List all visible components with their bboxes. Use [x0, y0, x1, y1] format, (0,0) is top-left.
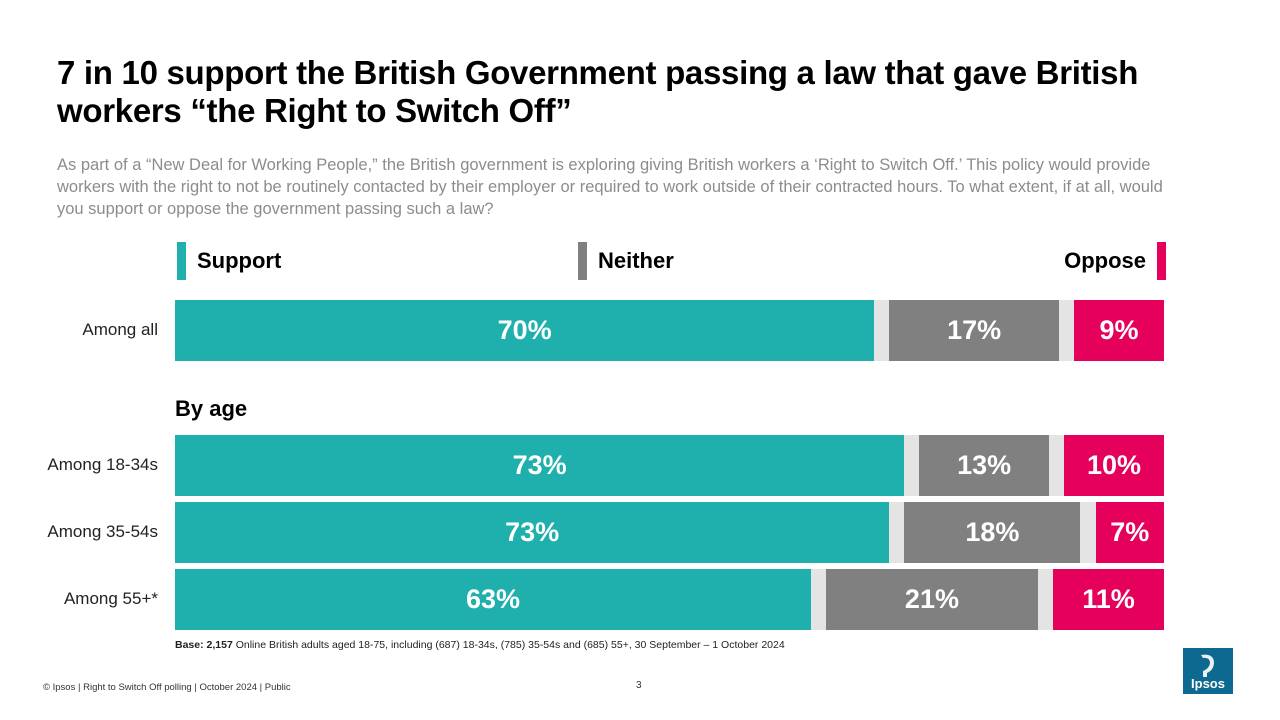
- bar-segment-oppose: 11%: [1052, 569, 1164, 630]
- legend-label-oppose: Oppose: [1064, 248, 1146, 273]
- bar-segment-support: 63%: [175, 569, 811, 630]
- data-label: 10%: [1087, 450, 1142, 480]
- bar-segment-oppose: 7%: [1095, 502, 1164, 563]
- bar-segment-oppose: 10%: [1064, 435, 1164, 496]
- data-label: 21%: [904, 584, 959, 614]
- legend-oppose: Oppose: [1064, 242, 1166, 280]
- legend-label-support: Support: [197, 248, 282, 273]
- legend-support: Support: [177, 242, 281, 280]
- base-note-text: Online British adults aged 18-75, includ…: [232, 639, 785, 651]
- row-label: Among 18-34s: [47, 454, 158, 474]
- data-label: 7%: [1110, 517, 1150, 547]
- bar-segment-neither: 17%: [889, 300, 1060, 361]
- bar-segment-support: 73%: [175, 435, 905, 496]
- data-label: 70%: [497, 315, 552, 345]
- legend-label-neither: Neither: [598, 248, 674, 273]
- base-note: Base: 2,157 Online British adults aged 1…: [175, 639, 785, 651]
- row-label: Among all: [82, 319, 158, 339]
- bar-segment-oppose: 9%: [1074, 300, 1164, 361]
- logo-text: Ipsos: [1191, 676, 1225, 691]
- page-title: 7 in 10 support the British Government p…: [57, 54, 1139, 129]
- data-label: 18%: [965, 517, 1020, 547]
- legend-swatch-oppose: [1157, 242, 1166, 280]
- bar-segment-support: 70%: [175, 300, 875, 361]
- ipsos-logo: Ipsos: [1183, 648, 1233, 694]
- data-label: 13%: [957, 450, 1012, 480]
- data-label: 73%: [512, 450, 567, 480]
- row-label: Among 35-54s: [47, 521, 158, 541]
- legend-neither: Neither: [578, 242, 674, 280]
- data-label: 11%: [1082, 584, 1135, 614]
- data-label: 73%: [505, 517, 560, 547]
- data-label: 17%: [947, 315, 1002, 345]
- page-number: 3: [636, 680, 642, 691]
- legend-swatch-neither: [578, 242, 587, 280]
- data-label: 9%: [1099, 315, 1139, 345]
- row-label: Among 55+*: [63, 588, 158, 608]
- bar-segment-neither: 18%: [904, 502, 1081, 563]
- base-note-bold: Base: 2,157: [175, 639, 233, 651]
- bar-segment-neither: 13%: [919, 435, 1050, 496]
- legend-swatch-support: [177, 242, 186, 280]
- bar-segment-support: 73%: [175, 502, 890, 563]
- footer-text: © Ipsos | Right to Switch Off polling | …: [43, 682, 291, 693]
- survey-question: As part of a “New Deal for Working Peopl…: [57, 156, 1163, 218]
- bar-segment-neither: 21%: [825, 569, 1038, 630]
- data-label: 63%: [465, 584, 520, 614]
- section-label-by-age: By age: [175, 396, 248, 421]
